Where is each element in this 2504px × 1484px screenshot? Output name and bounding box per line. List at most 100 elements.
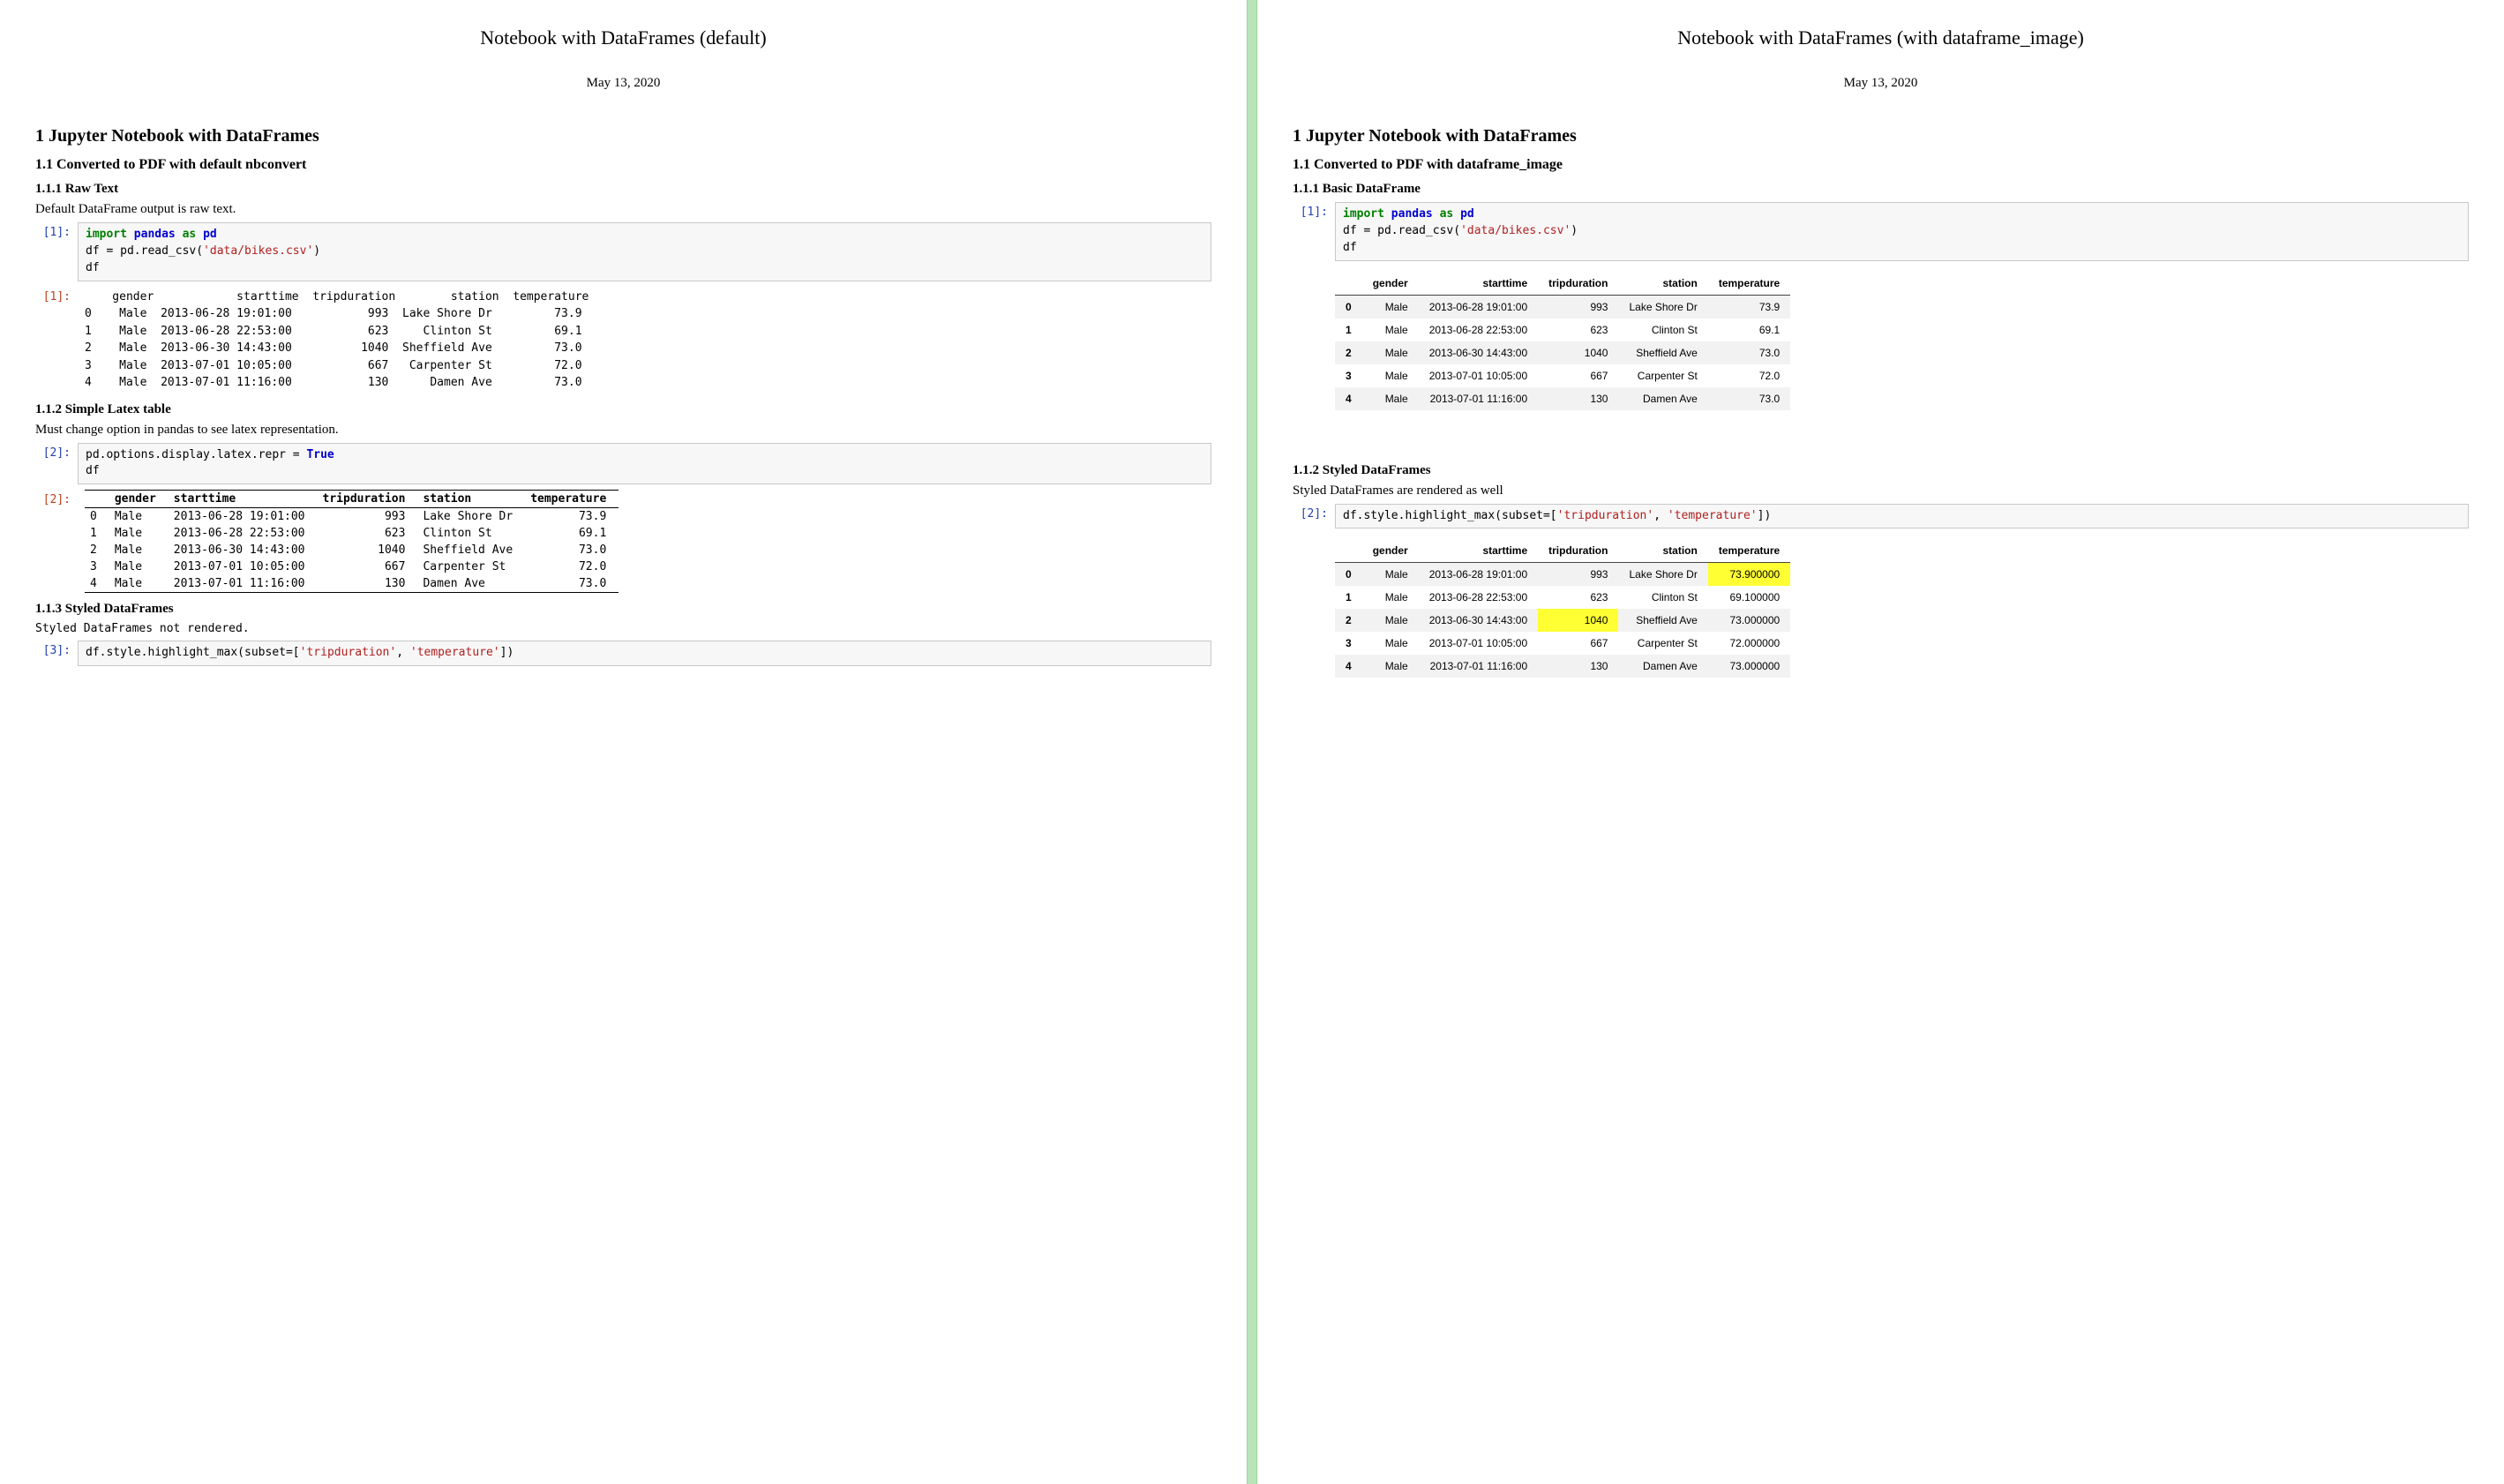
paragraph: Default DataFrame output is raw text. bbox=[35, 202, 1211, 217]
split-container: Notebook with DataFrames (default) May 1… bbox=[0, 0, 2504, 1484]
table-cell: Damen Ave bbox=[417, 575, 525, 593]
code-block: import pandas as pd df = pd.read_csv('da… bbox=[78, 222, 1211, 281]
right-panel: Notebook with DataFrames (with dataframe… bbox=[1257, 0, 2504, 1484]
code-block: import pandas as pd df = pd.read_csv('da… bbox=[1335, 202, 2469, 261]
table-cell: Male bbox=[1362, 341, 1419, 364]
subsection-heading: 1.1 Converted to PDF with dataframe_imag… bbox=[1293, 157, 2469, 173]
table-cell: Damen Ave bbox=[1618, 387, 1707, 410]
subsection-heading: 1.1 Converted to PDF with default nbconv… bbox=[35, 157, 1211, 173]
table-cell: 2 bbox=[85, 542, 109, 558]
table-cell: 73.900000 bbox=[1708, 563, 1790, 587]
table-row: 2Male2013-06-30 14:43:001040Sheffield Av… bbox=[1335, 609, 1790, 632]
table-cell: Sheffield Ave bbox=[1618, 609, 1707, 632]
table-header: starttime bbox=[1419, 539, 1538, 563]
input-cell: [3]: df.style.highlight_max(subset=['tri… bbox=[35, 641, 1211, 666]
table-cell: Male bbox=[109, 508, 169, 526]
prompt-out: [1]: bbox=[35, 287, 78, 304]
table-cell: 2013-06-28 22:53:00 bbox=[1419, 586, 1538, 609]
table-cell: 73.000000 bbox=[1708, 609, 1790, 632]
table-cell: 69.100000 bbox=[1708, 586, 1790, 609]
table-row: 3Male2013-07-01 10:05:00667Carpenter St7… bbox=[1335, 364, 1790, 387]
table-header: tripduration bbox=[1538, 539, 1618, 563]
raw-text-output: gender starttime tripduration station te… bbox=[78, 287, 1211, 393]
table-cell: Carpenter St bbox=[1618, 632, 1707, 655]
table-cell: Sheffield Ave bbox=[417, 542, 525, 558]
paragraph: Must change option in pandas to see late… bbox=[35, 423, 1211, 438]
table-row: 3Male2013-07-01 10:05:00667Carpenter St7… bbox=[85, 558, 619, 575]
table-header: temperature bbox=[1708, 539, 1790, 563]
table-row: 1Male2013-06-28 22:53:00623Clinton St69.… bbox=[1335, 586, 1790, 609]
table-cell: 4 bbox=[85, 575, 109, 593]
table-cell: 2013-06-28 19:01:00 bbox=[1419, 563, 1538, 587]
doc-title-left: Notebook with DataFrames (default) bbox=[35, 26, 1211, 49]
table-cell: 72.0 bbox=[1708, 364, 1790, 387]
table-header: station bbox=[417, 491, 525, 508]
section-heading: 1 Jupyter Notebook with DataFrames bbox=[1293, 126, 2469, 146]
table-cell: 2013-07-01 11:16:00 bbox=[169, 575, 318, 593]
row-index: 2 bbox=[1335, 609, 1362, 632]
table-cell: 1 bbox=[85, 525, 109, 542]
doc-date-right: May 13, 2020 bbox=[1293, 76, 2469, 91]
table-cell: 667 bbox=[318, 558, 418, 575]
table-cell: 69.1 bbox=[525, 525, 619, 542]
table-cell: 2013-07-01 11:16:00 bbox=[1419, 387, 1538, 410]
table-cell: 73.9 bbox=[525, 508, 619, 526]
table-row: 0Male2013-06-28 19:01:00993Lake Shore Dr… bbox=[85, 508, 619, 526]
table-cell: 130 bbox=[318, 575, 418, 593]
doc-title-right: Notebook with DataFrames (with dataframe… bbox=[1293, 26, 2469, 49]
table-header: tripduration bbox=[318, 491, 418, 508]
table-cell: 2013-06-28 19:01:00 bbox=[1419, 295, 1538, 319]
input-cell: [1]: import pandas as pd df = pd.read_cs… bbox=[1293, 202, 2469, 261]
table-header: gender bbox=[1362, 272, 1419, 296]
row-index: 0 bbox=[1335, 295, 1362, 319]
table-cell: 0 bbox=[85, 508, 109, 526]
table-cell: 69.1 bbox=[1708, 319, 1790, 341]
table-cell: 2013-07-01 10:05:00 bbox=[1419, 364, 1538, 387]
table-row: 1Male2013-06-28 22:53:00623Clinton St69.… bbox=[1335, 319, 1790, 341]
row-index: 3 bbox=[1335, 364, 1362, 387]
table-header: gender bbox=[1362, 539, 1419, 563]
table-header bbox=[85, 491, 109, 508]
styled-dataframe-table: genderstarttimetripdurationstationtemper… bbox=[1335, 539, 1790, 678]
table-row: 3Male2013-07-01 10:05:00667Carpenter St7… bbox=[1335, 632, 1790, 655]
table-cell: Male bbox=[1362, 586, 1419, 609]
table-header: starttime bbox=[169, 491, 318, 508]
input-cell: [2]: df.style.highlight_max(subset=['tri… bbox=[1293, 504, 2469, 529]
table-cell: Damen Ave bbox=[1618, 655, 1707, 678]
table-cell: 2013-06-28 22:53:00 bbox=[1419, 319, 1538, 341]
row-index: 1 bbox=[1335, 586, 1362, 609]
table-cell: Clinton St bbox=[1618, 319, 1707, 341]
row-index: 4 bbox=[1335, 387, 1362, 410]
prompt-in: [2]: bbox=[1293, 504, 1335, 521]
table-cell: 73.0 bbox=[1708, 341, 1790, 364]
table-cell: 993 bbox=[1538, 563, 1618, 587]
table-cell: 667 bbox=[1538, 364, 1618, 387]
table-cell: 2013-06-30 14:43:00 bbox=[169, 542, 318, 558]
table-cell: Male bbox=[1362, 319, 1419, 341]
output-cell: [2]: genderstarttimetripdurationstationt… bbox=[35, 490, 1211, 593]
table-header: starttime bbox=[1419, 272, 1538, 296]
table-cell: Male bbox=[1362, 632, 1419, 655]
table-row: 0Male2013-06-28 19:01:00993Lake Shore Dr… bbox=[1335, 295, 1790, 319]
table-cell: 130 bbox=[1538, 655, 1618, 678]
table-cell: Male bbox=[1362, 364, 1419, 387]
row-index: 4 bbox=[1335, 655, 1362, 678]
subsubsection-heading: 1.1.3 Styled DataFrames bbox=[35, 602, 1211, 617]
row-index: 1 bbox=[1335, 319, 1362, 341]
table-cell: Clinton St bbox=[1618, 586, 1707, 609]
table-cell: Male bbox=[1362, 609, 1419, 632]
subsubsection-heading: 1.1.1 Basic DataFrame bbox=[1293, 182, 2469, 197]
code-block: df.style.highlight_max(subset=['tripdura… bbox=[78, 641, 1211, 666]
dataframe-table: genderstarttimetripdurationstationtemper… bbox=[1335, 272, 1790, 410]
panel-divider bbox=[1247, 0, 1257, 1484]
table-cell: 73.0 bbox=[1708, 387, 1790, 410]
table-cell: 130 bbox=[1538, 387, 1618, 410]
table-cell: Male bbox=[109, 558, 169, 575]
table-cell: 993 bbox=[318, 508, 418, 526]
table-row: 0Male2013-06-28 19:01:00993Lake Shore Dr… bbox=[1335, 563, 1790, 587]
table-cell: 72.000000 bbox=[1708, 632, 1790, 655]
table-row: 1Male2013-06-28 22:53:00623Clinton St69.… bbox=[85, 525, 619, 542]
table-header: tripduration bbox=[1538, 272, 1618, 296]
doc-date-left: May 13, 2020 bbox=[35, 76, 1211, 91]
table-row: 4Male2013-07-01 11:16:00130Damen Ave73.0… bbox=[1335, 655, 1790, 678]
